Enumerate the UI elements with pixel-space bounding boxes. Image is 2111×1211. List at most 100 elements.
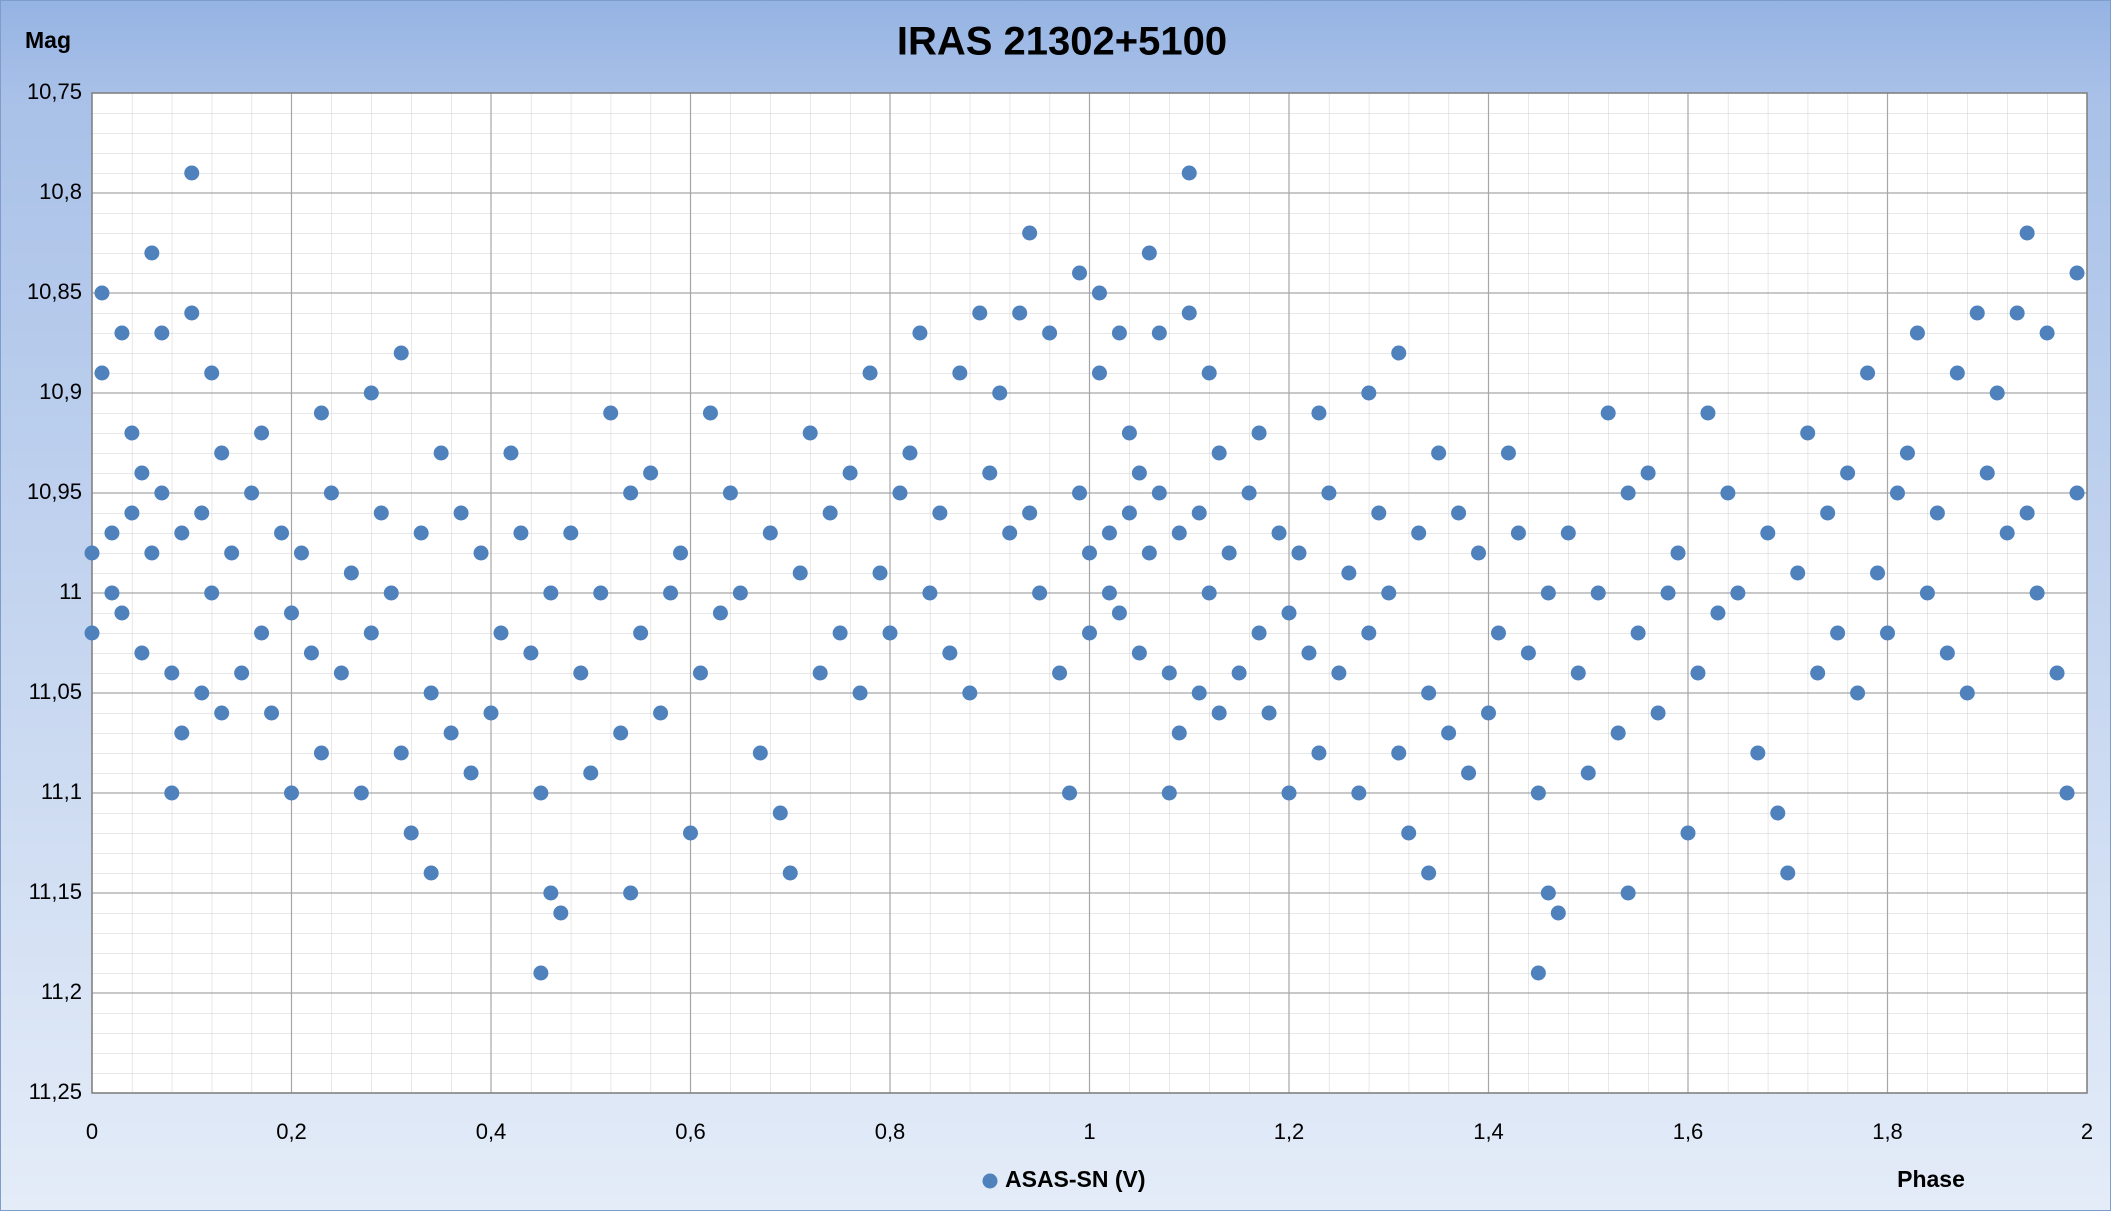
y-tick-label: 10,75 bbox=[27, 79, 82, 104]
x-tick-label: 1 bbox=[1083, 1119, 1095, 1144]
data-point bbox=[1550, 905, 1566, 921]
data-point bbox=[114, 325, 130, 341]
data-point bbox=[692, 665, 708, 681]
data-point bbox=[702, 405, 718, 421]
data-point bbox=[1311, 745, 1327, 761]
data-point bbox=[124, 505, 140, 521]
data-point bbox=[942, 645, 958, 661]
data-point bbox=[204, 585, 220, 601]
data-point bbox=[234, 665, 250, 681]
data-point bbox=[1989, 385, 2005, 401]
data-point bbox=[712, 605, 728, 621]
data-point bbox=[1401, 825, 1417, 841]
x-tick-label: 1,2 bbox=[1274, 1119, 1305, 1144]
data-point bbox=[114, 605, 130, 621]
data-point bbox=[164, 785, 180, 801]
data-point bbox=[1301, 645, 1317, 661]
data-point bbox=[1850, 685, 1866, 701]
data-point bbox=[1710, 605, 1726, 621]
data-point bbox=[1650, 705, 1666, 721]
data-point bbox=[1381, 585, 1397, 601]
data-point bbox=[383, 585, 399, 601]
data-point bbox=[1660, 585, 1676, 601]
data-point bbox=[563, 525, 579, 541]
data-point bbox=[1121, 425, 1137, 441]
x-tick-label: 0,4 bbox=[476, 1119, 507, 1144]
data-point bbox=[992, 385, 1008, 401]
data-point bbox=[1880, 625, 1895, 641]
data-point bbox=[1530, 965, 1546, 981]
data-point bbox=[1560, 525, 1576, 541]
data-point bbox=[174, 725, 190, 741]
data-point bbox=[1770, 805, 1786, 821]
y-tick-label: 11,25 bbox=[29, 1079, 82, 1104]
data-point bbox=[1630, 625, 1646, 641]
data-point bbox=[1131, 645, 1147, 661]
data-point bbox=[1072, 265, 1088, 281]
data-point bbox=[1939, 645, 1955, 661]
data-point bbox=[1171, 725, 1187, 741]
data-point bbox=[1062, 785, 1078, 801]
data-point bbox=[333, 665, 349, 681]
data-point bbox=[194, 685, 210, 701]
data-point bbox=[1790, 565, 1806, 581]
data-point bbox=[194, 505, 210, 521]
data-point bbox=[443, 725, 459, 741]
data-point bbox=[1720, 485, 1736, 501]
data-point bbox=[1730, 585, 1746, 601]
data-point bbox=[533, 965, 549, 981]
data-point bbox=[1101, 585, 1117, 601]
data-point bbox=[1251, 425, 1267, 441]
data-point bbox=[1181, 305, 1197, 321]
data-point bbox=[1411, 525, 1427, 541]
data-point bbox=[313, 405, 329, 421]
data-point bbox=[264, 705, 280, 721]
data-point bbox=[144, 545, 160, 561]
data-point bbox=[1361, 625, 1377, 641]
data-point bbox=[1022, 505, 1038, 521]
data-point bbox=[373, 505, 389, 521]
data-point bbox=[772, 805, 788, 821]
data-point bbox=[2019, 505, 2035, 521]
data-point bbox=[393, 345, 409, 361]
y-tick-label: 11,15 bbox=[29, 879, 82, 904]
data-point bbox=[1570, 665, 1586, 681]
data-point bbox=[1590, 585, 1606, 601]
data-point bbox=[1620, 885, 1636, 901]
legend: ASAS-SN (V) bbox=[982, 1166, 1146, 1192]
data-point bbox=[832, 625, 848, 641]
data-point bbox=[493, 625, 509, 641]
data-point bbox=[1510, 525, 1526, 541]
data-point bbox=[872, 565, 888, 581]
data-point bbox=[1700, 405, 1716, 421]
data-point bbox=[1111, 325, 1127, 341]
data-point bbox=[1889, 485, 1905, 501]
data-point bbox=[722, 485, 738, 501]
data-point bbox=[214, 445, 230, 461]
data-point bbox=[1221, 545, 1237, 561]
x-tick-label: 1,6 bbox=[1673, 1119, 1704, 1144]
data-point bbox=[1820, 505, 1836, 521]
y-tick-label: 10,95 bbox=[27, 479, 82, 504]
data-point bbox=[124, 425, 140, 441]
data-point bbox=[1281, 605, 1297, 621]
x-tick-label: 1,4 bbox=[1473, 1119, 1504, 1144]
data-point bbox=[1281, 785, 1297, 801]
x-tick-label: 2 bbox=[2081, 1119, 2093, 1144]
y-tick-label: 11,2 bbox=[41, 979, 82, 1004]
data-point bbox=[413, 525, 429, 541]
data-point bbox=[1271, 525, 1287, 541]
data-point bbox=[1261, 705, 1277, 721]
data-point bbox=[1481, 705, 1496, 721]
data-point bbox=[274, 525, 290, 541]
data-point bbox=[473, 545, 489, 561]
data-point bbox=[1121, 505, 1137, 521]
data-point bbox=[293, 545, 309, 561]
data-point bbox=[1191, 505, 1207, 521]
data-point bbox=[1969, 305, 1985, 321]
data-point bbox=[313, 745, 329, 761]
data-point bbox=[1421, 865, 1437, 881]
data-point bbox=[762, 525, 778, 541]
data-point bbox=[603, 405, 619, 421]
